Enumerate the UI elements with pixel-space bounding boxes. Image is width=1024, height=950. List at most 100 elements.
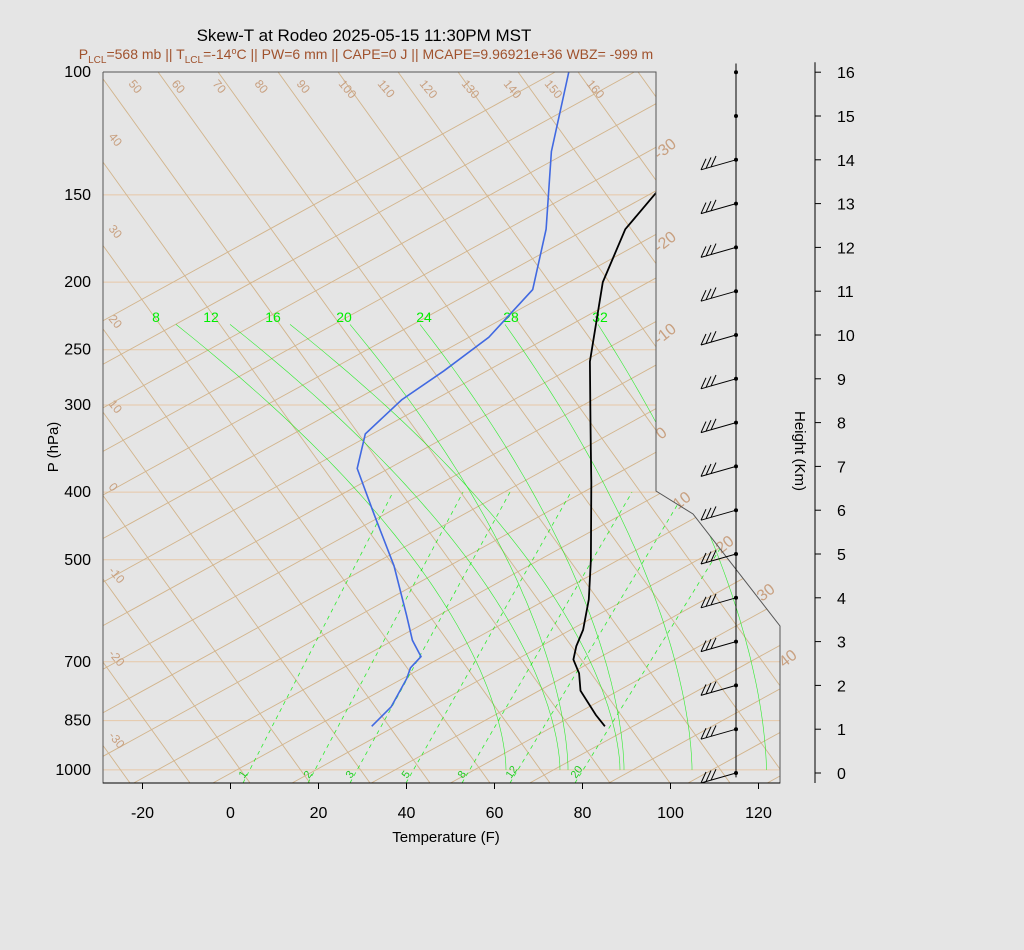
moist-adiabat-label: 12 xyxy=(203,309,219,325)
height-tick-label: 7 xyxy=(837,459,846,476)
height-tick-label: 13 xyxy=(837,197,855,214)
wind-barb-flag xyxy=(700,158,707,171)
wind-barb xyxy=(700,159,737,171)
chart-axes: -20 0 20 40 60 80 100 1201001502002503004005007… xyxy=(55,62,855,822)
x-tick-label: 0 xyxy=(226,805,235,822)
wind-barb-flag xyxy=(700,684,707,696)
wind-barb-flag xyxy=(710,418,717,431)
moist-adiabat-line xyxy=(597,324,767,770)
wind-barb xyxy=(700,772,737,784)
dry-adiabat-line xyxy=(103,72,611,783)
isotherm-line xyxy=(103,72,780,783)
dry-adiabat-line xyxy=(103,72,431,783)
y-tick-label: 200 xyxy=(64,274,91,291)
y-tick-label: 850 xyxy=(64,713,91,730)
height-tick-label: 15 xyxy=(837,109,855,126)
dry-adiabat-line xyxy=(457,72,780,783)
height-tick-label: 6 xyxy=(837,503,846,520)
plot-frame xyxy=(102,71,781,784)
moist-adiabat-line xyxy=(229,324,561,770)
isotherm-label: -10 xyxy=(651,320,680,348)
y-tick-label: 100 xyxy=(64,64,91,81)
dewpoint-profile xyxy=(356,72,570,727)
dry-adiabat-label: 110 xyxy=(375,77,398,101)
moist-adiabat-label: 28 xyxy=(503,309,519,325)
mixing-ratio-line xyxy=(405,491,572,783)
y-tick-label: 400 xyxy=(64,484,91,501)
wind-dot xyxy=(734,70,738,75)
wind-barb-flag xyxy=(710,462,717,474)
dry-adiabat-line xyxy=(103,72,131,783)
dry-adiabat-line xyxy=(0,72,10,783)
height-tick-label: 16 xyxy=(837,65,855,82)
mixing-ratio-label: 20 xyxy=(569,764,586,781)
dry-adiabat-line xyxy=(103,72,191,783)
wind-barb xyxy=(700,684,737,696)
mixing-ratio-label: 1 xyxy=(237,769,250,781)
dry-adiabat-label: 120 xyxy=(417,77,441,102)
y-tick-label: 700 xyxy=(64,654,91,671)
wind-barb-flag xyxy=(700,465,707,477)
wind-barb xyxy=(700,290,737,302)
height-tick-label: 8 xyxy=(837,416,846,433)
y-tick-label: 500 xyxy=(64,552,91,569)
isotherm-line xyxy=(103,72,780,783)
wind-barb-flag xyxy=(700,596,707,609)
dry-adiabat-line xyxy=(277,72,780,783)
wind-barb-flag xyxy=(700,289,707,302)
isotherm-line xyxy=(103,72,780,783)
isotherm-label: 30 xyxy=(106,222,126,241)
wind-barb-flag xyxy=(710,243,717,255)
temperature-profile xyxy=(572,72,780,727)
wind-barb-flag xyxy=(705,595,712,607)
isotherm-label: 30 xyxy=(754,581,779,605)
wind-barb-flag xyxy=(710,637,717,650)
height-tick-label: 1 xyxy=(837,722,846,739)
isotherm-line xyxy=(212,72,780,783)
moist-adiabat-line xyxy=(504,324,693,770)
dry-adiabat-line xyxy=(637,72,780,783)
x-tick-label: 60 xyxy=(486,805,504,822)
x-tick-label: 120 xyxy=(745,805,772,822)
wind-barb xyxy=(700,246,737,258)
wind-barb-flag xyxy=(705,419,712,432)
wind-barb-flag xyxy=(705,638,712,651)
dry-adiabat-label: 130 xyxy=(459,77,483,102)
wind-barb-flag xyxy=(700,640,707,652)
height-tick-label: 2 xyxy=(837,678,846,695)
isotherm-label: 40 xyxy=(106,130,126,149)
dry-adiabat-label: 60 xyxy=(169,77,189,96)
isotherm-label: -20 xyxy=(651,228,680,256)
wind-barb-flag xyxy=(710,593,717,606)
mixing-ratio-line xyxy=(574,491,756,783)
isotherm-line xyxy=(103,72,780,783)
dry-adiabat-line xyxy=(217,72,731,783)
isotherm-line xyxy=(103,72,780,783)
wind-barb-flag xyxy=(710,549,717,562)
dry-adiabat-line xyxy=(103,72,251,783)
wind-barb-flag xyxy=(710,199,717,212)
wind-dot xyxy=(734,114,738,118)
wind-barb-flag xyxy=(705,288,712,301)
wind-barb-flag xyxy=(705,200,712,213)
wind-barb-flag xyxy=(705,507,712,520)
wind-profile xyxy=(700,63,738,784)
wind-barb-flag xyxy=(705,726,712,739)
wind-barb-flag xyxy=(710,374,717,387)
dry-adiabat-line xyxy=(697,72,780,783)
moist-adiabat-label: 20 xyxy=(336,309,352,325)
wind-barb xyxy=(700,597,737,609)
wind-barb-flag xyxy=(700,333,707,346)
mixing-ratio-line xyxy=(307,491,464,783)
wind-barb-flag xyxy=(705,463,712,476)
chart-isoline-labels: 1 2 3 5 8 12 208 12 16 20 24 28 32403020100-10-20-30… xyxy=(106,77,801,781)
dry-adiabat-line xyxy=(157,72,671,783)
isotherm-line xyxy=(103,72,714,783)
wind-barb xyxy=(700,641,737,653)
isotherm-line xyxy=(371,72,780,783)
height-tick-label: 4 xyxy=(837,591,846,608)
wind-barb-flag xyxy=(700,377,707,390)
height-tick-label: 11 xyxy=(837,284,854,301)
wind-barb-flag xyxy=(700,727,707,740)
isotherm-line xyxy=(133,72,780,783)
